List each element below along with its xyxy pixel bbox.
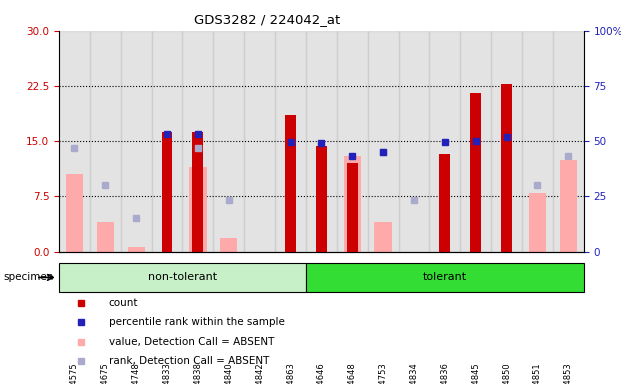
- Text: value, Detection Call = ABSENT: value, Detection Call = ABSENT: [109, 337, 274, 347]
- Text: non-tolerant: non-tolerant: [148, 272, 217, 283]
- Bar: [152, 31, 183, 252]
- Text: GSM124675: GSM124675: [101, 362, 110, 384]
- Text: GSM124842: GSM124842: [255, 362, 264, 384]
- Text: specimen: specimen: [3, 272, 53, 283]
- Bar: [343, 156, 361, 252]
- Text: count: count: [109, 298, 138, 308]
- Text: GSM124833: GSM124833: [163, 362, 171, 384]
- Bar: [193, 132, 203, 252]
- Bar: [368, 31, 399, 252]
- Text: percentile rank within the sample: percentile rank within the sample: [109, 317, 284, 327]
- Bar: [374, 222, 392, 252]
- Bar: [220, 238, 237, 252]
- Bar: [399, 31, 429, 252]
- Text: GSM124748: GSM124748: [132, 362, 141, 384]
- Text: GSM124863: GSM124863: [286, 362, 295, 384]
- Bar: [59, 31, 90, 252]
- Text: GSM124836: GSM124836: [440, 362, 450, 384]
- Bar: [214, 31, 244, 252]
- Bar: [347, 163, 358, 252]
- Bar: [120, 31, 152, 252]
- Bar: [491, 31, 522, 252]
- Bar: [244, 31, 275, 252]
- Bar: [522, 31, 553, 252]
- Bar: [553, 31, 584, 252]
- Text: tolerant: tolerant: [423, 272, 467, 283]
- Text: GSM124851: GSM124851: [533, 362, 542, 384]
- Bar: [440, 154, 450, 252]
- Bar: [460, 31, 491, 252]
- Text: GSM124838: GSM124838: [193, 362, 202, 384]
- Bar: [127, 247, 145, 252]
- Text: GSM124646: GSM124646: [317, 362, 326, 384]
- Text: GSM124575: GSM124575: [70, 362, 79, 384]
- Bar: [66, 174, 83, 252]
- Text: GSM124850: GSM124850: [502, 362, 511, 384]
- Text: GSM124648: GSM124648: [348, 362, 356, 384]
- Text: rank, Detection Call = ABSENT: rank, Detection Call = ABSENT: [109, 356, 269, 366]
- Bar: [97, 222, 114, 252]
- Bar: [337, 31, 368, 252]
- Text: GSM124834: GSM124834: [409, 362, 419, 384]
- Text: GDS3282 / 224042_at: GDS3282 / 224042_at: [194, 13, 340, 26]
- Bar: [59, 263, 306, 292]
- Text: GSM124853: GSM124853: [564, 362, 573, 384]
- Bar: [470, 93, 481, 252]
- Bar: [306, 263, 584, 292]
- Bar: [306, 31, 337, 252]
- Text: GSM124753: GSM124753: [379, 362, 388, 384]
- Bar: [161, 132, 173, 252]
- Bar: [560, 159, 577, 252]
- Bar: [429, 31, 460, 252]
- Bar: [183, 31, 214, 252]
- Bar: [275, 31, 306, 252]
- Bar: [189, 167, 207, 252]
- Bar: [501, 84, 512, 252]
- Bar: [529, 193, 546, 252]
- Text: GSM124840: GSM124840: [224, 362, 233, 384]
- Bar: [90, 31, 120, 252]
- Bar: [285, 115, 296, 252]
- Text: GSM124845: GSM124845: [471, 362, 480, 384]
- Bar: [316, 146, 327, 252]
